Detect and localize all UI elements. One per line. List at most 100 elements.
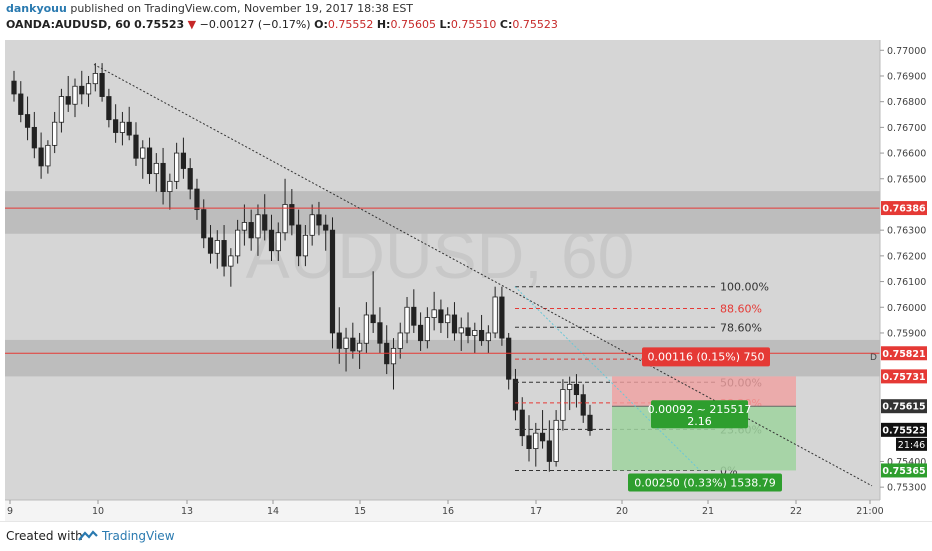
candle-bearish: [201, 209, 207, 239]
high-value: 0.75605: [390, 18, 436, 31]
candle-bearish: [268, 229, 275, 252]
candle-bullish: [45, 144, 51, 167]
price-tag-label: 0.75821: [882, 349, 925, 360]
candle-bearish: [99, 73, 105, 97]
price-change: −0.00127 (−0.17%): [199, 18, 311, 31]
candle-bullish: [485, 332, 491, 342]
candle-bearish: [133, 134, 139, 159]
y-tick-label: 0.76300: [887, 226, 926, 237]
target-label: [628, 473, 782, 492]
price-tag: [881, 369, 927, 384]
candle-bullish: [174, 152, 180, 182]
candle-bearish: [519, 409, 525, 437]
candle-bullish: [255, 214, 261, 239]
candle-bullish: [119, 121, 126, 133]
footer: Created with TradingView: [0, 521, 932, 551]
candle-bearish: [146, 147, 153, 175]
candle-bullish: [356, 342, 363, 352]
last-price: 0.75523: [134, 18, 185, 31]
x-tick-label: 16: [442, 506, 454, 517]
tradingview-link[interactable]: TradingView: [102, 529, 175, 543]
candle-bearish: [377, 322, 383, 344]
y-tick-label: 0.76500: [887, 174, 926, 185]
x-tick-label: 9: [7, 506, 13, 517]
candle-bullish: [140, 147, 146, 159]
candle-bearish: [499, 296, 505, 339]
candle-bearish: [526, 435, 532, 450]
x-tick-label: 22: [790, 506, 802, 517]
candle-bearish: [417, 324, 424, 342]
close-label: C:: [499, 18, 513, 31]
x-tick-label: 15: [354, 506, 366, 517]
time-axis[interactable]: [5, 500, 880, 521]
candle-bearish: [573, 383, 580, 396]
candle-bullish: [445, 314, 451, 324]
candle-bearish: [350, 337, 356, 352]
candle-bullish: [492, 296, 498, 334]
candle-bullish: [560, 389, 566, 421]
price-tag-label: 0.75523: [882, 425, 925, 436]
candle-bearish: [289, 204, 295, 226]
stop-label-text: 0.00116 (0.15%) 750: [647, 350, 764, 363]
candle-bearish: [580, 394, 586, 416]
candle-bearish: [316, 214, 322, 226]
y-tick-label: 0.75900: [887, 328, 926, 339]
candle-bearish: [31, 126, 37, 149]
candle-bullish: [72, 85, 78, 105]
candle-bearish: [113, 119, 119, 133]
candle-bearish: [79, 85, 85, 95]
candle-bullish: [431, 309, 437, 318]
fib-level-label: 78.60%: [720, 321, 762, 334]
publish-text: published on TradingView.com, November 1…: [66, 2, 414, 15]
close-value: 0.75523: [512, 18, 558, 31]
supply-demand-zone: [5, 191, 880, 234]
candle-bearish: [11, 80, 17, 95]
candle-bullish: [167, 180, 173, 193]
x-tick-label: 21: [702, 506, 714, 517]
candle-bearish: [194, 188, 200, 211]
candle-bearish: [546, 440, 552, 462]
countdown-label: 21:46: [898, 440, 925, 451]
candle-bearish: [187, 168, 193, 190]
candle-bearish: [336, 332, 342, 349]
author-link[interactable]: dankyouu: [6, 2, 67, 15]
candle-bullish: [363, 314, 369, 344]
symbol-name: OANDA:AUDUSD, 60: [6, 18, 131, 31]
countdown-tag: [896, 437, 927, 451]
candle-bullish: [458, 327, 464, 334]
candle-bullish: [275, 232, 281, 252]
price-tag-label: 0.76386: [882, 204, 926, 215]
publish-info: dankyouu published on TradingView.com, N…: [6, 2, 413, 15]
x-tick-label: 14: [267, 506, 279, 517]
candle-bullish: [343, 337, 349, 349]
y-tick-label: 0.76000: [887, 303, 926, 314]
candle-bullish: [214, 240, 220, 254]
created-with-text: Created with: [6, 529, 83, 543]
candle-bearish: [160, 162, 166, 193]
x-tick-label: 13: [181, 506, 193, 517]
candle-bearish: [329, 229, 336, 334]
candle-bearish: [539, 432, 546, 442]
candle-bearish: [411, 306, 417, 326]
candle-bearish: [18, 93, 24, 115]
candle-bullish: [302, 234, 308, 257]
candle-bullish: [553, 419, 559, 462]
down-arrow-icon: ▼: [187, 18, 197, 31]
fib-level-label: 100.00%: [720, 281, 769, 294]
y-tick-label: 0.76800: [887, 97, 926, 108]
symbol-line: OANDA:AUDUSD, 60 0.75523 ▼ −0.00127 (−0.…: [6, 18, 558, 31]
price-tag: [881, 422, 927, 437]
candle-bullish: [58, 96, 65, 123]
price-tag-label: 0.75615: [882, 402, 925, 413]
y-tick-label: 0.76200: [887, 251, 926, 262]
open-value: 0.75552: [327, 18, 374, 31]
candle-bearish: [451, 314, 458, 334]
price-chart[interactable]: AUDUSD, 60 100.00%88.60%78.60%61.80%50.0…: [0, 38, 932, 521]
candle-bullish: [567, 383, 573, 390]
y-tick-label: 0.76700: [887, 123, 926, 134]
price-tag-label: 0.75731: [882, 372, 925, 383]
y-tick-label: 0.75300: [887, 483, 926, 494]
open-label: O:: [314, 18, 328, 31]
candle-bearish: [587, 414, 593, 432]
candle-bullish: [472, 329, 478, 336]
